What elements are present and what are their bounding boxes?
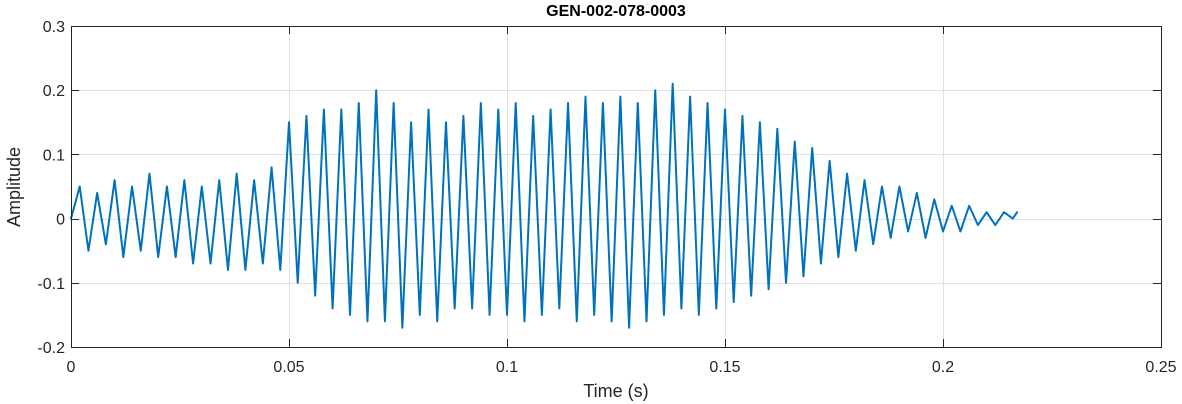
y-tick-label: 0	[56, 212, 65, 229]
y-tick-label: 0.1	[43, 147, 65, 164]
y-tick-label: 0.2	[43, 83, 65, 100]
x-tick-label: 0.1	[496, 359, 518, 376]
x-tick-labels: 0 0.05 0.1 0.15 0.2 0.25	[67, 359, 1177, 376]
y-tick-label: -0.1	[37, 276, 65, 293]
chart-title: GEN-002-078-0003	[546, 3, 686, 20]
x-tick-label: 0	[67, 359, 76, 376]
series-layer	[70, 82, 1019, 329]
y-tick-label: 0.3	[43, 19, 65, 36]
y-axis-label: Amplitude	[4, 147, 24, 227]
ticks	[71, 26, 1162, 348]
x-tick-label: 0.15	[709, 359, 740, 376]
x-tick-label: 0.2	[932, 359, 954, 376]
x-axis-label: Time (s)	[583, 381, 648, 401]
plot-area-border	[71, 26, 1162, 348]
x-tick-label: 0.05	[273, 359, 304, 376]
y-tick-label: -0.2	[37, 340, 65, 357]
x-tick-label: 0.25	[1145, 359, 1176, 376]
series-line-0	[70, 82, 1019, 329]
y-tick-labels: -0.2 -0.1 0 0.1 0.2 0.3	[37, 19, 65, 357]
